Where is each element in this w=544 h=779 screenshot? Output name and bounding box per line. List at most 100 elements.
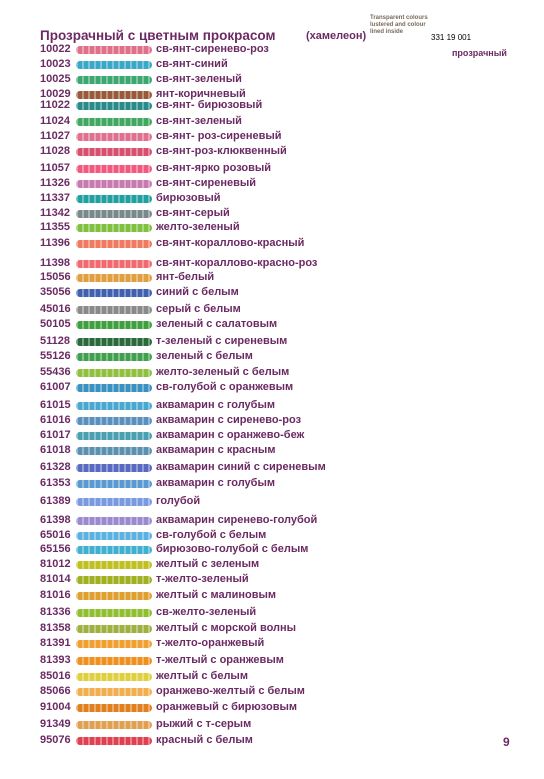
bead-swatch <box>76 721 152 729</box>
item-code: 11022 <box>40 99 70 111</box>
bead-swatch <box>76 517 152 525</box>
item-name: св-желто-зеленый <box>156 606 257 618</box>
bead-swatch <box>76 432 152 440</box>
item-code: 81016 <box>40 589 71 601</box>
item-name: св-голубой с белым <box>156 529 267 541</box>
bead-swatch <box>76 532 152 540</box>
item-code: 10029 <box>40 88 71 100</box>
item-code: 61016 <box>40 414 71 426</box>
item-code: 10022 <box>40 43 71 55</box>
item-name: св-янт-зеленый <box>156 115 242 127</box>
item-name: голубой <box>156 495 201 507</box>
item-code: 91349 <box>40 718 71 730</box>
item-code: 11396 <box>40 237 70 249</box>
bead-swatch <box>76 133 152 141</box>
item-name: св-янт-кораллово-красный <box>156 237 305 249</box>
bead-swatch <box>76 673 152 681</box>
item-name: синий с белым <box>156 286 239 298</box>
bead-swatch <box>76 91 152 99</box>
item-name: св-янт-ярко розовый <box>156 162 272 174</box>
bead-swatch <box>76 289 152 297</box>
item-name: т-желто-оранжевый <box>156 637 265 649</box>
bead-swatch <box>76 417 152 425</box>
item-name: аквамарин синий с сиреневым <box>156 461 326 473</box>
item-name: янт-коричневый <box>156 88 246 100</box>
item-code: 95076 <box>40 734 71 746</box>
bead-swatch <box>76 46 152 54</box>
bead-swatch <box>76 165 152 173</box>
bead-swatch <box>76 609 152 617</box>
item-code: 81393 <box>40 654 71 666</box>
item-name: бирюзово-голубой с белым <box>156 543 309 555</box>
note: Transparent colours lustered and colour … <box>370 15 428 35</box>
item-name: св-янт-зеленый <box>156 73 242 85</box>
item-code: 85016 <box>40 670 71 682</box>
title: Прозрачный с цветным прокрасом <box>40 28 276 43</box>
item-code: 81012 <box>40 558 71 570</box>
bead-swatch <box>76 118 152 126</box>
bead-swatch <box>76 180 152 188</box>
item-code: 65156 <box>40 543 71 555</box>
item-code: 81391 <box>40 637 71 649</box>
item-code: 11337 <box>40 192 70 204</box>
item-code: 45016 <box>40 303 71 315</box>
item-name: св-янт- роз-сиреневый <box>156 130 282 142</box>
item-name: аквамарин сиренево-голубой <box>156 514 318 526</box>
item-name: желто-зеленый <box>156 221 240 233</box>
item-name: желтый с зеленым <box>156 558 260 570</box>
item-code: 11326 <box>40 177 70 189</box>
item-code: 85066 <box>40 685 71 697</box>
bead-swatch <box>76 737 152 745</box>
bead-swatch <box>76 464 152 472</box>
item-name: бирюзовый <box>156 192 221 204</box>
item-name: рыжий с т-серым <box>156 718 252 730</box>
item-name: св-янт-кораллово-красно-роз <box>156 257 318 269</box>
item-name: св-янт-роз-клюквенный <box>156 145 287 157</box>
item-name: св-янт-серый <box>156 207 230 219</box>
item-name: желтый с малиновым <box>156 589 277 601</box>
bead-swatch <box>76 498 152 506</box>
item-code: 61007 <box>40 381 71 393</box>
item-name: аквамарин с голубым <box>156 477 275 489</box>
item-name: оранжевый с бирюзовым <box>156 701 297 713</box>
item-code: 61353 <box>40 477 71 489</box>
item-name: желтый с морской волны <box>156 622 297 634</box>
item-code: 10023 <box>40 58 71 70</box>
bead-swatch <box>76 704 152 712</box>
item-name: св-янт-синий <box>156 58 228 70</box>
item-code: 61398 <box>40 514 71 526</box>
item-name: оранжево-желтый с белым <box>156 685 305 697</box>
item-name: т-желтый с оранжевым <box>156 654 284 666</box>
bead-swatch <box>76 625 152 633</box>
bead-swatch <box>76 561 152 569</box>
bead-swatch <box>76 402 152 410</box>
item-name: св-янт-сиреневый <box>156 177 257 189</box>
bead-swatch <box>76 260 152 268</box>
item-name: аквамарин с сиренево-роз <box>156 414 302 426</box>
item-code: 61328 <box>40 461 71 473</box>
item-name: зеленый с белым <box>156 350 253 362</box>
item-name: аквамарин с красным <box>156 444 276 456</box>
bead-swatch <box>76 76 152 84</box>
bead-swatch <box>76 338 152 346</box>
item-name: аквамарин с голубым <box>156 399 275 411</box>
bead-swatch <box>76 210 152 218</box>
item-code: 55126 <box>40 350 71 362</box>
item-code: 11355 <box>40 221 70 233</box>
bead-swatch <box>76 447 152 455</box>
page-number: 9 <box>503 735 510 749</box>
item-code: 61018 <box>40 444 71 456</box>
item-code: 11398 <box>40 257 70 269</box>
item-name: св-голубой с оранжевым <box>156 381 294 393</box>
item-code: 55436 <box>40 366 71 378</box>
item-name: св-янт- бирюзовый <box>156 99 263 111</box>
bead-swatch <box>76 546 152 554</box>
bead-swatch <box>76 240 152 248</box>
item-code: 65016 <box>40 529 71 541</box>
item-code: 35056 <box>40 286 71 298</box>
bead-swatch <box>76 224 152 232</box>
bead-swatch <box>76 353 152 361</box>
item-code: 11057 <box>40 162 70 174</box>
bead-swatch <box>76 688 152 696</box>
